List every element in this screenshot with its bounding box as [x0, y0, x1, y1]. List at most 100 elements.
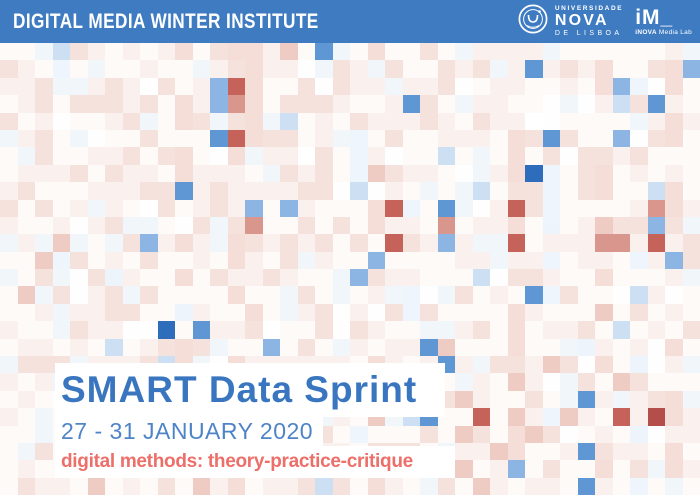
- mosaic-cell: [490, 356, 508, 374]
- mosaic-cell: [472, 425, 490, 443]
- mosaic-cell: [297, 43, 315, 61]
- mosaic-cell: [577, 199, 595, 217]
- mosaic-cell: [122, 269, 140, 287]
- mosaic-cell: [682, 182, 700, 200]
- mosaic-cell: [525, 373, 543, 391]
- mosaic-cell: [455, 129, 473, 148]
- mosaic-cell: [0, 408, 18, 426]
- mosaic-cell: [507, 286, 525, 304]
- mosaic-cell: [315, 77, 333, 96]
- mosaic-cell: [577, 460, 595, 478]
- mosaic-cell: [367, 129, 385, 148]
- mosaic-cell: [315, 164, 333, 183]
- mosaic-cell: [35, 182, 53, 200]
- mosaic-cell: [315, 234, 333, 252]
- mosaic-cell: [525, 129, 543, 148]
- mosaic-cell: [17, 182, 35, 200]
- mosaic-cell: [665, 77, 683, 96]
- mosaic-cell: [560, 43, 578, 61]
- mosaic-cell: [140, 164, 158, 183]
- mosaic-cell: [122, 164, 140, 183]
- mosaic-cell: [577, 338, 595, 357]
- mosaic-cell: [402, 43, 420, 61]
- mosaic-cell: [665, 373, 683, 391]
- mosaic-cell: [210, 60, 228, 78]
- mosaic-cell: [630, 216, 648, 235]
- mosaic-cell: [682, 373, 700, 391]
- mosaic-cell: [420, 425, 438, 443]
- mosaic-cell: [157, 303, 175, 322]
- mosaic-cell: [350, 216, 368, 235]
- inova-mark-icon: iM_: [635, 5, 674, 29]
- mosaic-cell: [192, 147, 210, 165]
- mosaic-cell: [157, 182, 175, 200]
- mosaic-cell: [420, 182, 438, 200]
- mosaic-cell: [0, 425, 18, 443]
- mosaic-cell: [52, 286, 70, 304]
- mosaic-cell: [595, 269, 613, 287]
- mosaic-cell: [490, 251, 508, 270]
- mosaic-cell: [490, 303, 508, 322]
- mosaic-cell: [577, 129, 595, 148]
- mosaic-cell: [262, 338, 280, 357]
- mosaic-cell: [0, 286, 18, 304]
- mosaic-cell: [542, 477, 560, 495]
- mosaic-cell: [280, 199, 298, 217]
- mosaic-cell: [472, 77, 490, 96]
- mosaic-cell: [315, 269, 333, 287]
- mosaic-cell: [437, 269, 455, 287]
- mosaic-cell: [647, 77, 665, 96]
- mosaic-cell: [630, 460, 648, 478]
- mosaic-cell: [385, 60, 403, 78]
- mosaic-cell: [122, 95, 140, 113]
- mosaic-cell: [122, 234, 140, 252]
- mosaic-cell: [630, 129, 648, 148]
- mosaic-cell: [157, 269, 175, 287]
- mosaic-cell: [630, 77, 648, 96]
- mosaic-cell: [542, 269, 560, 287]
- mosaic-cell: [507, 338, 525, 357]
- mosaic-cell: [402, 321, 420, 339]
- mosaic-cell: [210, 269, 228, 287]
- mosaic-cell: [647, 477, 665, 495]
- mosaic-cell: [682, 43, 700, 61]
- mosaic-cell: [630, 164, 648, 183]
- mosaic-cell: [35, 147, 53, 165]
- mosaic-cell: [507, 321, 525, 339]
- mosaic-cell: [665, 164, 683, 183]
- mosaic-cell: [560, 112, 578, 130]
- mosaic-cell: [0, 321, 18, 339]
- mosaic-cell: [70, 129, 88, 148]
- mosaic-cell: [525, 251, 543, 270]
- mosaic-cell: [332, 95, 350, 113]
- mosaic-cell: [542, 147, 560, 165]
- mosaic-cell: [385, 199, 403, 217]
- mosaic-cell: [227, 269, 245, 287]
- mosaic-cell: [647, 129, 665, 148]
- mosaic-cell: [210, 477, 228, 495]
- mosaic-cell: [455, 477, 473, 495]
- mosaic-cell: [525, 390, 543, 409]
- event-title: SMART Data Sprint: [61, 369, 418, 410]
- mosaic-cell: [140, 338, 158, 357]
- mosaic-cell: [507, 251, 525, 270]
- mosaic-cell: [420, 129, 438, 148]
- mosaic-cell: [315, 477, 333, 495]
- mosaic-cell: [577, 112, 595, 130]
- mosaic-cell: [682, 321, 700, 339]
- mosaic-cell: [402, 199, 420, 217]
- mosaic-cell: [297, 147, 315, 165]
- mosaic-cell: [560, 251, 578, 270]
- mosaic-cell: [595, 373, 613, 391]
- mosaic-cell: [262, 234, 280, 252]
- mosaic-cell: [175, 60, 193, 78]
- mosaic-cell: [525, 286, 543, 304]
- mosaic-cell: [472, 321, 490, 339]
- mosaic-cell: [595, 129, 613, 148]
- mosaic-cell: [87, 43, 105, 61]
- mosaic-cell: [105, 216, 123, 235]
- mosaic-cell: [612, 425, 630, 443]
- mosaic-cell: [350, 43, 368, 61]
- mosaic-cell: [210, 234, 228, 252]
- mosaic-cell: [210, 164, 228, 183]
